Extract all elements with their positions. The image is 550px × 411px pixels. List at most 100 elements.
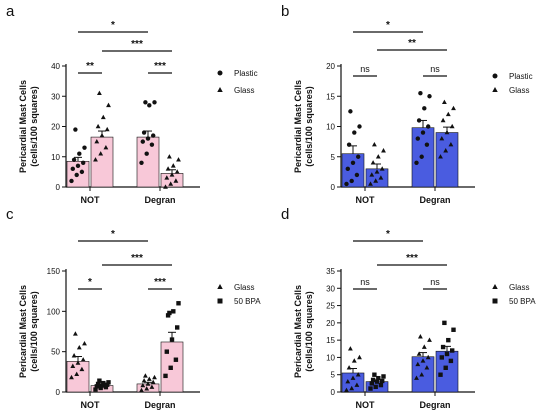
- data-point: [354, 172, 360, 178]
- data-point: [106, 380, 111, 385]
- data-point: [141, 130, 147, 135]
- significance-label: ***: [154, 61, 166, 72]
- data-point: [163, 184, 168, 189]
- y-tick-label: 20: [326, 62, 335, 71]
- data-point: [352, 130, 357, 135]
- data-point: [356, 154, 361, 159]
- panel-d: d Pericardial Mast Cells (cells/100 square…: [281, 206, 536, 410]
- data-point: [351, 358, 357, 363]
- data-point: [415, 361, 421, 367]
- data-point: [82, 340, 87, 346]
- data-point: [451, 327, 456, 332]
- data-point: [421, 344, 427, 349]
- data-point: [378, 175, 384, 180]
- data-point: [369, 172, 375, 177]
- data-point: [152, 374, 157, 380]
- data-point: [417, 334, 423, 339]
- data-point: [427, 94, 432, 99]
- bar: [66, 361, 90, 393]
- data-point: [144, 151, 149, 156]
- data-point: [350, 160, 356, 165]
- bar: [90, 136, 114, 188]
- significance-label: *: [111, 229, 115, 240]
- data-point: [169, 337, 175, 342]
- data-point: [349, 178, 354, 184]
- data-point: [140, 382, 146, 388]
- data-point: [70, 363, 76, 368]
- data-point: [414, 375, 419, 380]
- data-point: [439, 135, 445, 141]
- data-point: [442, 320, 447, 326]
- legend-label: Plastic: [234, 69, 258, 78]
- y-axis-title: Pericardial Mast Cells: [293, 80, 303, 173]
- data-point: [374, 379, 380, 384]
- y-axis-title: Pericardial Mast Cells: [18, 80, 28, 173]
- y-axis-subtitle: (cells/100 squares): [29, 86, 39, 167]
- panel-letter: b: [281, 3, 289, 20]
- panel-a: a Pericardial Mast Cells (cells/100 square…: [6, 3, 258, 205]
- data-point: [99, 383, 105, 388]
- data-point: [69, 374, 74, 380]
- data-point: [77, 151, 82, 156]
- x-category-label: NOT: [81, 195, 101, 205]
- data-point: [73, 127, 78, 132]
- x-category-label: Degran: [419, 195, 450, 205]
- data-point: [415, 136, 420, 141]
- data-point: [169, 172, 175, 177]
- data-point: [370, 160, 376, 165]
- data-point: [79, 366, 85, 372]
- data-point: [439, 355, 444, 360]
- data-point: [74, 371, 80, 377]
- significance-label: ns: [430, 277, 440, 287]
- data-point: [438, 372, 443, 377]
- data-point: [149, 384, 155, 389]
- y-axis-title: Pericardial Mast Cells: [293, 285, 303, 378]
- data-point: [93, 157, 98, 162]
- y-tick-label: 10: [326, 123, 335, 132]
- data-point: [379, 166, 385, 171]
- data-point: [76, 344, 82, 350]
- data-point: [376, 375, 381, 381]
- data-point: [347, 346, 353, 351]
- data-point: [69, 178, 74, 184]
- data-point: [374, 169, 380, 174]
- data-point: [448, 358, 454, 364]
- y-tick-label: 35: [326, 267, 335, 276]
- significance-label: *: [386, 20, 390, 31]
- legend-label: 50 BPA: [509, 297, 536, 306]
- data-point: [145, 381, 151, 386]
- data-point: [171, 309, 176, 314]
- y-tick-label: 0: [331, 388, 336, 397]
- y-tick-label: 20: [326, 319, 335, 328]
- data-point: [70, 166, 76, 172]
- data-point: [168, 365, 173, 370]
- data-point: [416, 118, 422, 123]
- data-point: [72, 331, 78, 336]
- y-tick-label: 30: [326, 284, 335, 293]
- data-point: [357, 354, 362, 360]
- x-category-label: Degran: [144, 195, 175, 205]
- data-point: [440, 344, 446, 350]
- legend-marker: [492, 87, 498, 92]
- data-point: [420, 130, 426, 135]
- significance-label: ns: [430, 64, 440, 74]
- data-point: [82, 145, 87, 150]
- y-tick-label: 50: [51, 348, 60, 357]
- data-point: [145, 136, 151, 141]
- data-point: [443, 365, 448, 370]
- legend-marker: [492, 284, 498, 289]
- data-point: [416, 351, 422, 356]
- data-point: [144, 386, 150, 391]
- data-point: [103, 384, 109, 390]
- significance-label: **: [86, 61, 94, 72]
- data-point: [373, 384, 378, 390]
- significance-label: ***: [406, 253, 418, 264]
- data-point: [174, 169, 180, 174]
- data-point: [348, 109, 353, 114]
- legend-marker: [217, 87, 223, 92]
- data-point: [375, 154, 381, 159]
- legend-label: Glass: [509, 86, 529, 95]
- significance-label: ns: [360, 64, 370, 74]
- y-tick-label: 10: [51, 153, 60, 162]
- data-point: [448, 142, 454, 147]
